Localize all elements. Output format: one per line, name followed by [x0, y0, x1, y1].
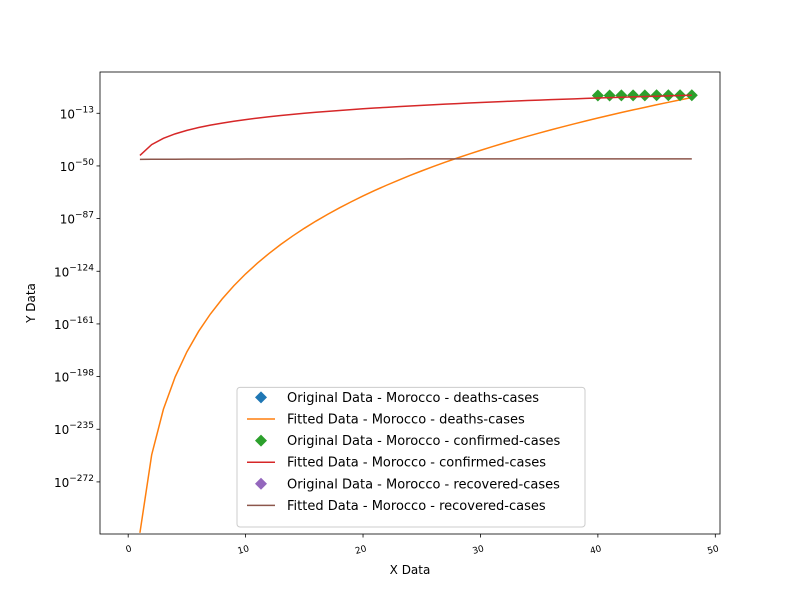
legend-marker — [255, 391, 267, 404]
x-tick-label: 0 — [125, 544, 133, 555]
legend-label: Fitted Data - Morocco - deaths-cases — [287, 413, 525, 428]
data-marker — [650, 89, 663, 102]
axes-frame — [99, 71, 721, 535]
x-tick-label: 50 — [706, 544, 720, 557]
plot-area — [139, 89, 698, 533]
legend-label: Original Data - Morocco - deaths-cases — [287, 391, 539, 406]
data-marker — [638, 89, 651, 102]
legend-label: Fitted Data - Morocco - recovered-cases — [287, 499, 546, 514]
legend-box — [236, 386, 586, 528]
y-tick-label: 10−235 — [54, 421, 94, 437]
x-tick-label: 20 — [354, 544, 368, 557]
data-marker — [627, 89, 640, 102]
y-tick-label: 10−124 — [54, 263, 94, 279]
x-tick-label: 30 — [472, 544, 486, 557]
y-tick-label: 10−13 — [60, 105, 94, 121]
legend-marker — [255, 477, 267, 490]
y-tick-label: 10−50 — [60, 158, 95, 174]
fitted-line — [139, 96, 692, 533]
legend-label: Original Data - Morocco - confirmed-case… — [287, 434, 561, 449]
x-axis-label: X Data — [390, 563, 431, 577]
fitted-line — [139, 94, 692, 156]
x-tick-label: 10 — [237, 544, 251, 557]
y-tick-label: 10−161 — [54, 316, 94, 332]
y-tick-label: 10−87 — [60, 211, 94, 227]
legend-marker — [255, 434, 267, 447]
x-tick-label: 40 — [589, 544, 603, 557]
legend-label: Fitted Data - Morocco - confirmed-cases — [287, 456, 546, 471]
data-marker — [615, 89, 628, 102]
fitted-line — [139, 158, 692, 161]
legend-label: Original Data - Morocco - recovered-case… — [287, 477, 560, 492]
y-tick-label: 10−272 — [54, 474, 94, 490]
y-tick-label: 10−198 — [54, 369, 94, 385]
y-axis-label: Y Data — [24, 283, 38, 324]
